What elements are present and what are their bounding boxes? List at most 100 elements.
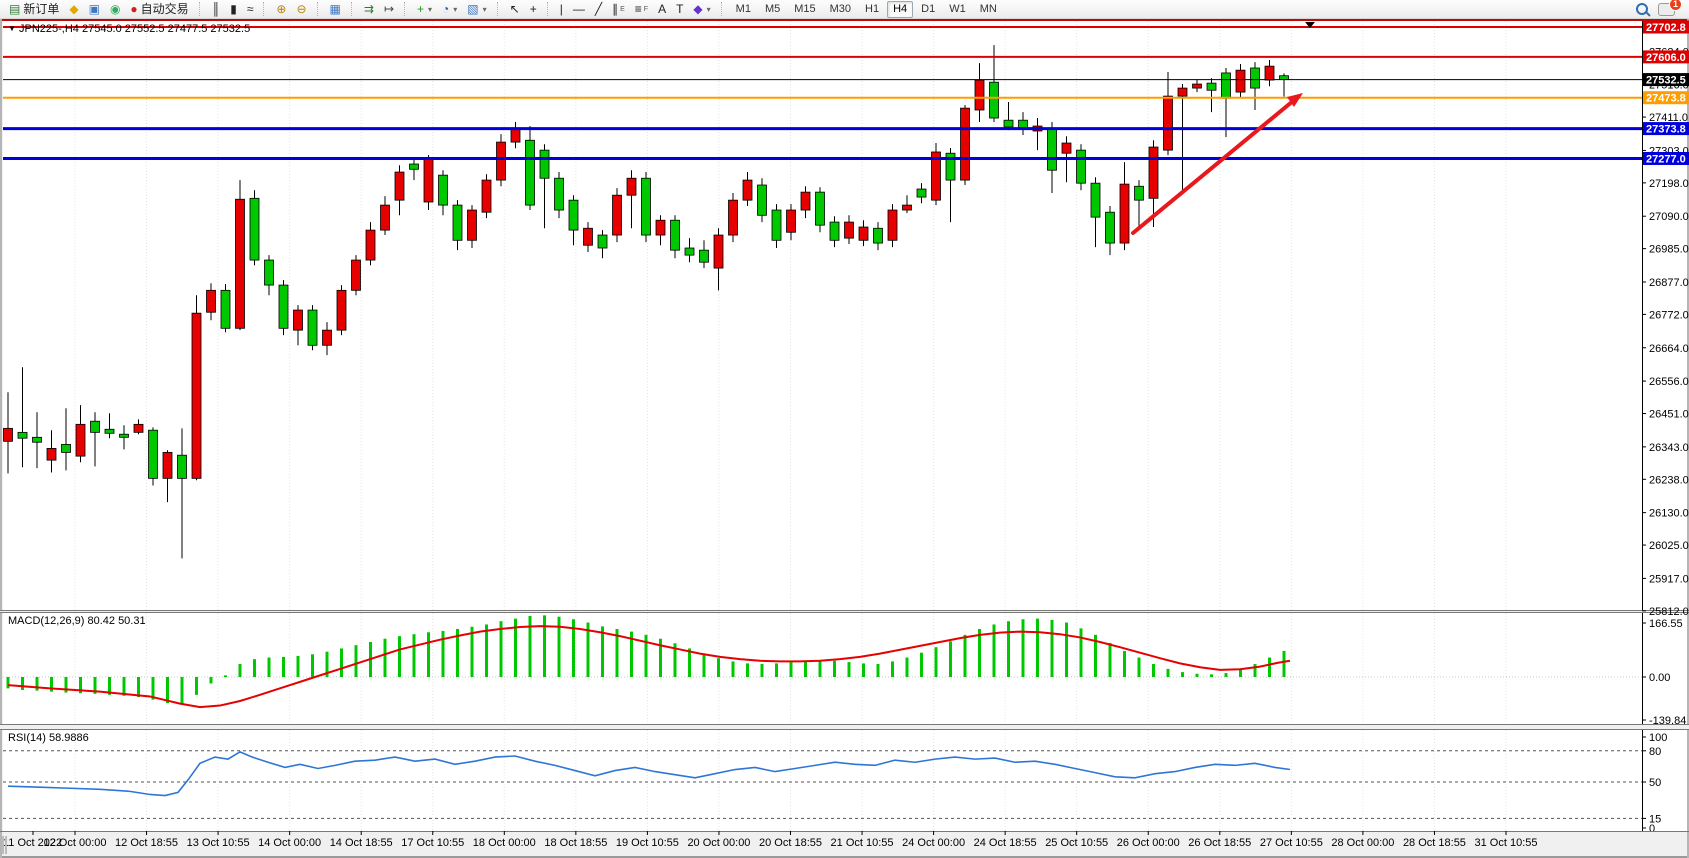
- tf-button-M1[interactable]: M1: [735, 3, 751, 15]
- auto-trading-button[interactable]: ● 自动交易: [126, 0, 192, 19]
- label-button[interactable]: T: [672, 0, 687, 19]
- candlestick-button[interactable]: ▮: [226, 0, 241, 19]
- candle: [1047, 127, 1057, 171]
- tf-button-W1[interactable]: W1: [949, 3, 966, 15]
- price-badge-label: 27473.8: [1646, 93, 1686, 105]
- candle: [1119, 183, 1130, 244]
- candle: [148, 429, 158, 479]
- candle: [409, 163, 419, 170]
- tf-button-H4[interactable]: H4: [887, 0, 914, 18]
- arrows-icon: ◆: [693, 2, 703, 16]
- candle: [119, 433, 129, 438]
- trend-arrow[interactable]: [1131, 93, 1303, 235]
- candle: [365, 229, 376, 261]
- line-chart-button[interactable]: ≈: [243, 0, 258, 19]
- candle: [322, 329, 332, 346]
- fibonacci-icon: ≡: [634, 2, 642, 16]
- price-tick-label: 25812.0: [1649, 606, 1689, 618]
- chart-shift-marker[interactable]: [1305, 22, 1315, 28]
- zoom-in-button[interactable]: ⊕: [272, 0, 290, 19]
- candle: [902, 204, 912, 211]
- price-axis[interactable]: 27624.027516.027411.027303.027198.027090…: [1642, 20, 1689, 832]
- symbol-dropdown-icon[interactable]: ▼: [8, 24, 16, 33]
- horizontal-price-lines[interactable]: [3, 26, 1642, 160]
- macd-axis-label: -139.84: [1649, 715, 1686, 727]
- candle: [554, 177, 564, 211]
- time-axis-label: 12 Oct 00:00: [44, 837, 107, 849]
- templates-button[interactable]: ▧ ▾: [463, 0, 490, 19]
- chevron-down-icon[interactable]: ▾: [428, 4, 433, 14]
- candle: [32, 436, 42, 443]
- candle: [771, 209, 782, 241]
- tf-button-M30[interactable]: M30: [829, 3, 852, 15]
- periods-icon: ◔: [442, 2, 450, 16]
- toolbar-separator: [263, 2, 268, 16]
- price-tick-label: 26130.0: [1649, 508, 1689, 520]
- notification-count-badge: 1: [1668, 0, 1682, 11]
- arrows-button[interactable]: ◆ ▾: [689, 0, 714, 19]
- fibonacci-button[interactable]: ≡ F: [631, 0, 652, 19]
- rsi-value: 58.9886: [48, 732, 89, 744]
- vertical-line-button[interactable]: |: [556, 0, 567, 19]
- chevron-down-icon[interactable]: ▾: [482, 4, 487, 14]
- candle: [612, 194, 622, 236]
- new-order-icon: ▤: [9, 2, 21, 16]
- horizontal-line-button[interactable]: —: [569, 0, 589, 19]
- panel-splitter[interactable]: [0, 724, 1689, 730]
- new-order-button[interactable]: ▤ 新订单: [5, 0, 63, 19]
- candle: [1206, 82, 1217, 91]
- price-tick-label: 26877.0: [1649, 277, 1689, 289]
- line-chart-icon: ≈: [246, 2, 254, 16]
- search-icon[interactable]: [1636, 3, 1648, 15]
- auto-trading-icon: ●: [130, 2, 138, 16]
- tile-windows-button[interactable]: ▦: [326, 0, 345, 19]
- price-badge: [1643, 91, 1689, 105]
- indicators-icon: +: [417, 2, 425, 16]
- indicators-button[interactable]: + ▾: [413, 0, 436, 19]
- notifications-icon[interactable]: 1: [1658, 0, 1682, 16]
- new-order-button-label: 新订单: [23, 1, 60, 16]
- tf-button-H1[interactable]: H1: [865, 3, 880, 15]
- chart-shift-button[interactable]: ↦: [380, 0, 398, 19]
- text-button[interactable]: A: [654, 0, 670, 19]
- periods-button[interactable]: ◔ ▾: [438, 0, 461, 19]
- signals-icon-button[interactable]: ◉: [106, 0, 124, 19]
- crosshair-icon: +: [529, 2, 537, 16]
- zoom-out-button[interactable]: ⊖: [292, 0, 310, 19]
- chart-ohlc-info: ▼ JPN225-,H4 27545.0 27552.5 27477.5 275…: [8, 23, 250, 35]
- templates-icon: ▧: [467, 2, 479, 16]
- price-tick-label: 26451.0: [1649, 409, 1689, 421]
- zoom-in-icon: ⊕: [276, 2, 287, 16]
- price-badge-label: 27277.0: [1646, 153, 1686, 165]
- tf-button-MN[interactable]: MN: [979, 3, 997, 15]
- time-axis-label: 14 Oct 00:00: [258, 837, 321, 849]
- toolbar-separator: [496, 2, 502, 16]
- tf-button-D1[interactable]: D1: [921, 3, 936, 15]
- highlighter-icon-button[interactable]: ◆: [65, 0, 82, 19]
- trendline-button[interactable]: ╱: [591, 0, 606, 19]
- bar-chart-button[interactable]: ║: [208, 0, 225, 19]
- tf-button-M15[interactable]: M15: [794, 3, 816, 15]
- tf-button-M5[interactable]: M5: [764, 3, 781, 15]
- candle: [1192, 83, 1202, 89]
- resize-grip[interactable]: [2, 836, 4, 854]
- crosshair-button[interactable]: +: [526, 0, 541, 19]
- chevron-down-icon[interactable]: ▾: [453, 4, 458, 14]
- cursor-button[interactable]: ↖: [506, 0, 524, 19]
- auto-scroll-button[interactable]: ⇉: [360, 0, 378, 19]
- chart-window-icon-button[interactable]: ▣: [85, 0, 104, 19]
- channel-button[interactable]: ∥ E: [608, 0, 629, 19]
- panel-splitter[interactable]: [0, 610, 1689, 613]
- channel-icon: ∥: [612, 2, 619, 16]
- candle: [800, 191, 811, 211]
- time-axis-label: 21 Oct 10:55: [831, 837, 894, 849]
- candle: [1163, 95, 1173, 151]
- ohlc-values: 27545.0 27552.5 27477.5 27532.5: [81, 23, 251, 35]
- text-icon: A: [658, 2, 667, 16]
- rsi-axis-label: 80: [1649, 746, 1661, 758]
- time-axis-label: 18 Oct 18:55: [544, 837, 607, 849]
- chevron-down-icon[interactable]: ▾: [706, 4, 711, 14]
- candle: [945, 152, 956, 181]
